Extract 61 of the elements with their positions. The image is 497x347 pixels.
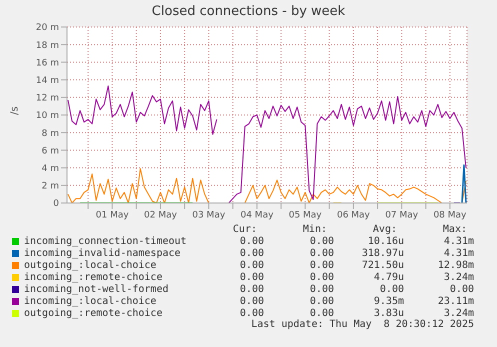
- text: 0.00: [238, 272, 264, 282]
- text: 0.00: [448, 284, 474, 294]
- legend-label: incoming_connection-timeout: [24, 236, 188, 246]
- legend-label: incoming_not-well-formed: [24, 284, 170, 294]
- y-tick-label: 18 m: [36, 40, 59, 51]
- chart-title: Closed connections - by week: [150, 4, 346, 19]
- text: 3.83u: [372, 308, 404, 318]
- text: 12.98m: [436, 260, 474, 270]
- text: 0.00: [238, 308, 264, 318]
- legend-label: outgoing_:local-choice: [24, 260, 158, 270]
- legend-label: outgoing_:remote-choice: [24, 308, 164, 318]
- x-tick-label: 04 May: [240, 210, 274, 220]
- text: 4.79u: [372, 272, 404, 282]
- y-tick-label: 10 m: [36, 111, 59, 122]
- legend-label: incoming_:remote-choice: [24, 272, 164, 282]
- x-tick-label: 08 May: [433, 210, 468, 220]
- y-tick-label: 16 m: [36, 58, 59, 68]
- y-tick-label: 20 m: [36, 23, 59, 34]
- text: Avg:: [372, 224, 397, 235]
- text: Cur:: [232, 224, 257, 235]
- y-tick-label: 8 m: [42, 128, 59, 139]
- text: 3.24m: [442, 272, 474, 282]
- y-tick-label: 6 m: [42, 146, 59, 156]
- text: 3.24m: [442, 308, 474, 318]
- text: 0.00: [238, 284, 264, 294]
- x-tick-label: 03 May: [192, 210, 226, 220]
- text: 0.00: [238, 296, 264, 306]
- text: Last update: Thu May 8 20:30:12 2025: [250, 319, 474, 330]
- y-tick-label: 4 m: [42, 164, 59, 174]
- text: 0.00: [238, 248, 264, 258]
- text: 0.00: [308, 248, 334, 258]
- y-tick-label: 12 m: [36, 94, 59, 104]
- text: 0.00: [238, 236, 264, 246]
- x-tick-label: 01 May: [96, 210, 130, 220]
- text: 4.31m: [442, 236, 474, 246]
- text: 4.31m: [442, 248, 474, 258]
- text: Min:: [302, 224, 327, 235]
- y-axis-title: /s: [10, 106, 21, 115]
- text: 0.00: [308, 308, 334, 318]
- x-tick-label: 02 May: [144, 210, 178, 220]
- text: 0.00: [308, 272, 334, 282]
- text: 721.50u: [360, 260, 404, 270]
- text: 0.00: [308, 284, 334, 294]
- text: Max:: [442, 224, 467, 235]
- text: 318.97u: [360, 248, 404, 258]
- y-tick-label: 2 m: [42, 182, 59, 192]
- text: 0.00: [308, 296, 334, 306]
- text: 0.00: [308, 236, 334, 246]
- text: 9.35m: [372, 296, 404, 306]
- text: 0.00: [378, 284, 404, 294]
- x-tick-label: 06 May: [336, 210, 371, 220]
- legend-label: incoming_invalid-namespace: [24, 248, 182, 258]
- text: 23.11m: [436, 296, 474, 306]
- legend-label: incoming_:local-choice: [24, 296, 158, 306]
- x-tick-label: 07 May: [385, 210, 419, 220]
- text: 0.00: [308, 260, 334, 270]
- x-tick-label: 05 May: [288, 210, 322, 220]
- text: 0.00: [238, 260, 264, 270]
- y-tick-label: 0: [53, 199, 60, 210]
- y-tick-label: 14 m: [36, 76, 59, 86]
- text: 10.16u: [366, 236, 404, 246]
